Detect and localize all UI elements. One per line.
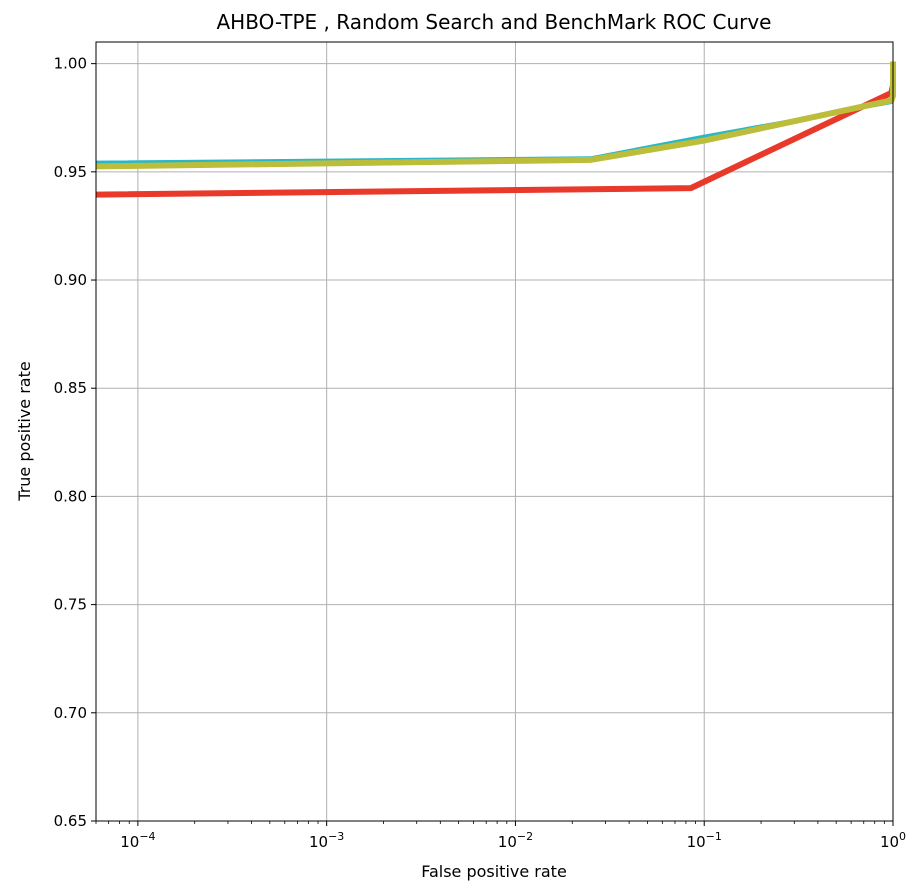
x-tick-label: 10−1	[687, 830, 722, 851]
y-tick-label: 0.95	[54, 163, 87, 181]
x-tick-label: 100	[880, 830, 906, 851]
x-tick-label: 10−2	[498, 830, 533, 851]
x-axis-label: False positive rate	[421, 862, 567, 881]
y-axis-label: True positive rate	[15, 361, 34, 501]
y-tick-label: 0.85	[54, 379, 87, 397]
y-tick-label: 0.90	[54, 271, 87, 289]
x-tick-label: 10−4	[120, 830, 155, 851]
y-tick-label: 0.80	[54, 487, 87, 505]
ticks: 0.65 0.70 0.75 0.80 0.85 0.90 0.95 1.00 10−4 10−3…	[54, 55, 906, 851]
y-tick-label: 1.00	[54, 55, 87, 73]
series-lines	[95, 61, 896, 198]
y-tick-label: 0.75	[54, 596, 87, 614]
chart-title: AHBO-TPE , Random Search and BenchMark R…	[217, 10, 772, 34]
y-tick-label: 0.70	[54, 704, 87, 722]
plot-frame	[95, 41, 894, 822]
x-tick-label: 10−3	[309, 830, 344, 851]
series-line-2	[95, 63, 896, 198]
y-tick-label: 0.65	[54, 812, 87, 830]
